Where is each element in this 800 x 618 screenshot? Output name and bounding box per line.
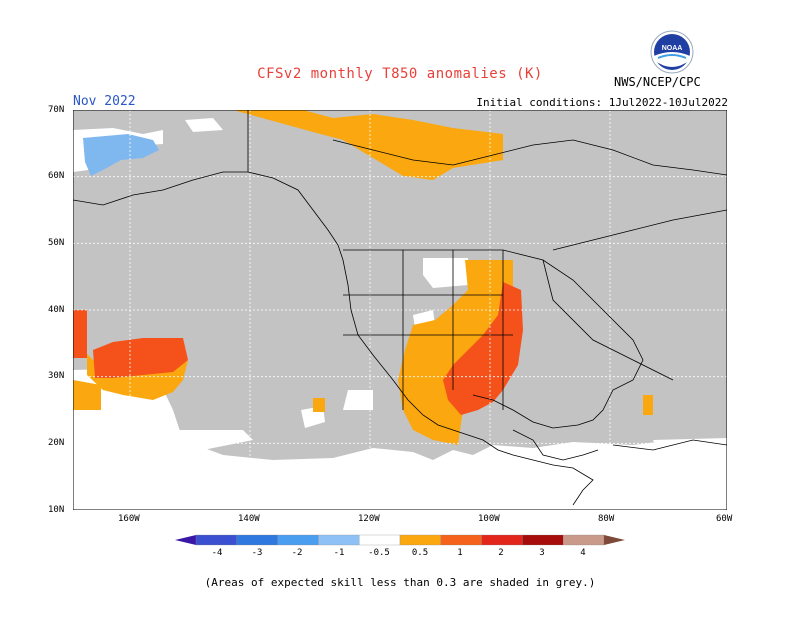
lat-label-40n: 40N: [48, 305, 65, 315]
initial-conditions: Initial conditions: 1Jul2022-10Jul2022: [476, 96, 728, 109]
colorbar-tick-2: 2: [498, 548, 504, 558]
lat-label-10n: 10N: [48, 505, 65, 515]
colorbar-cell: [195, 534, 237, 546]
colorbar-tick-neg4: -4: [211, 548, 223, 558]
chart-title: CFSv2 monthly T850 anomalies (K): [257, 66, 543, 82]
lat-label-20n: 20N: [48, 438, 65, 448]
lon-label-160w: 160W: [118, 514, 140, 524]
colorbar-tick-neg1: -1: [333, 548, 345, 558]
colorbar-cell: [399, 534, 441, 546]
colorbar-cell: [563, 534, 605, 546]
colorbar-cell: [236, 534, 278, 546]
lat-label-50n: 50N: [48, 238, 65, 248]
graticule: [73, 110, 727, 510]
lat-label-30n: 30N: [48, 371, 65, 381]
colorbar-tick-05: 0.5: [411, 548, 429, 558]
blue-anomaly-region: [83, 134, 159, 176]
noaa-logo: NOAA: [650, 30, 694, 74]
colorbar-cell: [481, 534, 523, 546]
colorbar-arrow-high: [604, 535, 625, 545]
colorbar-tick-4: 4: [580, 548, 586, 558]
colorbar-cell: [522, 534, 564, 546]
lon-label-120w: 120W: [358, 514, 380, 524]
colorbar-arrow-low: [175, 535, 196, 545]
lat-label-70n: 70N: [48, 105, 65, 115]
colorbar-tick-neg2: -2: [291, 548, 303, 558]
lon-label-140w: 140W: [238, 514, 260, 524]
colorbar-cell: [440, 534, 482, 546]
colorbar-tick-1: 1: [457, 548, 463, 558]
skill-footnote: (Areas of expected skill less than 0.3 a…: [204, 576, 596, 589]
colorbar-cell: [277, 534, 319, 546]
colorbar-cell: [318, 534, 360, 546]
coastlines: [73, 110, 727, 506]
colorbar-tick-neg05: -0.5: [368, 548, 390, 558]
colorbar-tick-3: 3: [539, 548, 545, 558]
colorbar: [175, 534, 625, 546]
lon-label-100w: 100W: [478, 514, 500, 524]
colorbar-tick-neg3: -3: [251, 548, 263, 558]
logo-text: NOAA: [662, 45, 683, 52]
lat-label-60n: 60N: [48, 171, 65, 181]
lon-label-60w: 60W: [716, 514, 733, 524]
colorbar-cell: [359, 534, 401, 546]
lon-label-80w: 80W: [598, 514, 615, 524]
agency-label: NWS/NCEP/CPC: [614, 75, 701, 89]
forecast-month: Nov 2022: [73, 94, 136, 109]
anomaly-map: [73, 110, 727, 510]
